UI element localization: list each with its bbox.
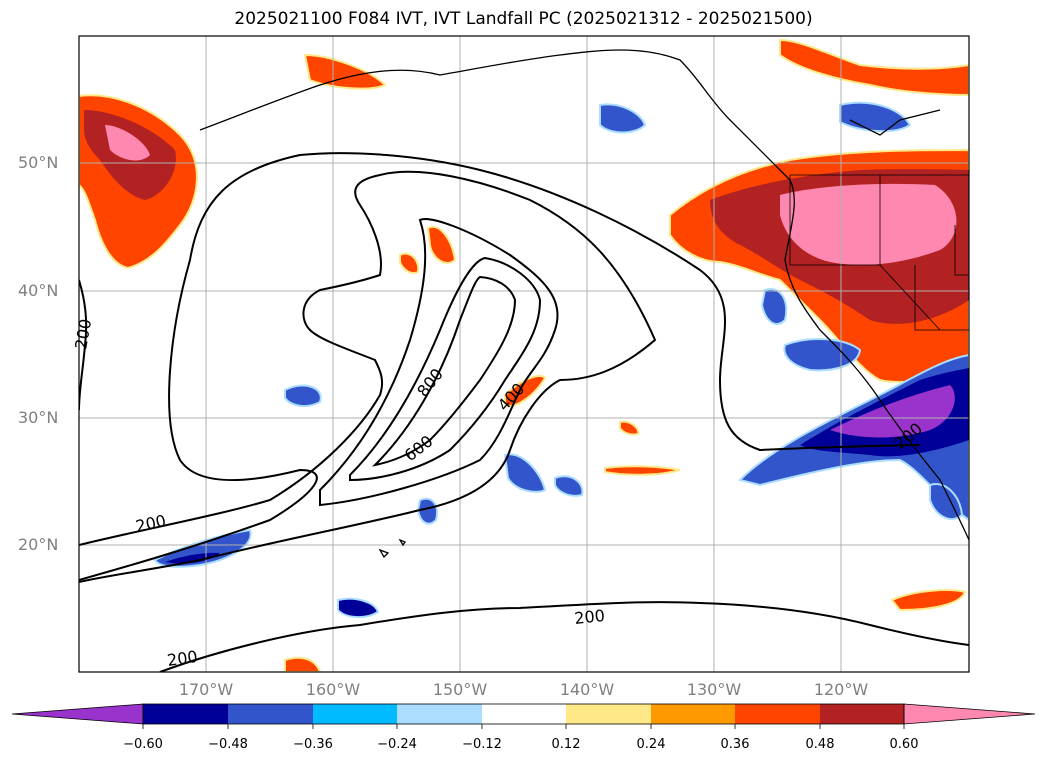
- negative-region-small-3: [337, 597, 380, 618]
- colorbar-segment: [820, 704, 904, 724]
- lat-label-50n: 50°N: [18, 153, 59, 172]
- lon-label-140w: 140°W: [559, 680, 615, 699]
- colorbar-label: 0.12: [551, 737, 581, 752]
- lon-label-130w: 130°W: [686, 680, 742, 699]
- shaded-fields: [79, 38, 969, 672]
- colorbar-label: −0.36: [293, 737, 333, 752]
- colorbar-label: −0.60: [123, 737, 163, 752]
- positive-region-small-4: [604, 465, 681, 476]
- colorbar-segment: [313, 704, 397, 724]
- negative-peak-southeast: [830, 385, 955, 438]
- lat-label-20n: 20°N: [18, 535, 59, 554]
- ivt-contours: [79, 152, 969, 672]
- lon-label-150w: 150°W: [432, 680, 488, 699]
- positive-peak-northwest: [105, 125, 150, 161]
- positive-region-small-3: [890, 589, 967, 612]
- lon-label-170w: 170°W: [178, 680, 234, 699]
- colorbar-label: −0.24: [377, 737, 417, 752]
- coastlines: [199, 49, 969, 559]
- positive-region-small-1: [426, 225, 457, 264]
- colorbar: [11, 703, 1036, 729]
- positive-peak-west-coast: [780, 183, 957, 265]
- colorbar-segment: [735, 704, 820, 724]
- state-borders: [789, 174, 969, 331]
- colorbar-segment: [228, 704, 313, 724]
- negative-region-small: [416, 497, 438, 525]
- colorbar-label: 0.36: [720, 737, 750, 752]
- lat-label-40n: 40°N: [18, 281, 59, 300]
- positive-region-small-5: [399, 252, 420, 274]
- contour-200-outer: [79, 152, 921, 581]
- negative-region-gulf: [599, 103, 647, 134]
- contour-800: [371, 275, 517, 467]
- lon-label-120w: 120°W: [813, 680, 869, 699]
- lat-label-30n: 30°N: [18, 408, 59, 427]
- negative-region-small-2: [554, 475, 584, 497]
- colorbar-label: −0.12: [462, 737, 502, 752]
- positive-region-small-7: [619, 420, 640, 436]
- contour-label-200-south: 200: [573, 606, 605, 628]
- contour-400: [319, 218, 559, 507]
- colorbar-label: 0.60: [889, 737, 919, 752]
- contour-200-west: [79, 279, 88, 411]
- negative-region-subtropics: [503, 453, 547, 493]
- map-gridlines: [79, 36, 969, 672]
- map-title: 2025021100 F084 IVT, IVT Landfall PC (20…: [234, 9, 813, 29]
- colorbar-label: −0.48: [208, 737, 248, 752]
- lon-label-160w: 160°W: [305, 680, 361, 699]
- negative-region-southwest: [284, 384, 322, 408]
- colorbar-frame: [142, 703, 905, 725]
- positive-region-small-6: [284, 656, 322, 672]
- colorbar-label: 0.24: [636, 737, 666, 752]
- colorbar-extend-left: [11, 703, 144, 725]
- colorbar-segment: [143, 704, 228, 724]
- map-frame: [78, 35, 970, 673]
- contour-200-south: [159, 601, 969, 672]
- colorbar-segment: [651, 704, 735, 724]
- contour-600: [349, 256, 542, 482]
- colorbar-label: 0.48: [805, 737, 835, 752]
- positive-region-northeast: [779, 38, 969, 97]
- colorbar-extend-right: [903, 703, 1036, 725]
- contour-label-200-south-west: 200: [166, 647, 199, 670]
- positive-region-gulf: [303, 53, 387, 90]
- colorbar-segment: [397, 704, 482, 724]
- colorbar-segment: [482, 704, 566, 724]
- colorbar-segment: [566, 704, 651, 724]
- contour-200-main: [79, 170, 657, 583]
